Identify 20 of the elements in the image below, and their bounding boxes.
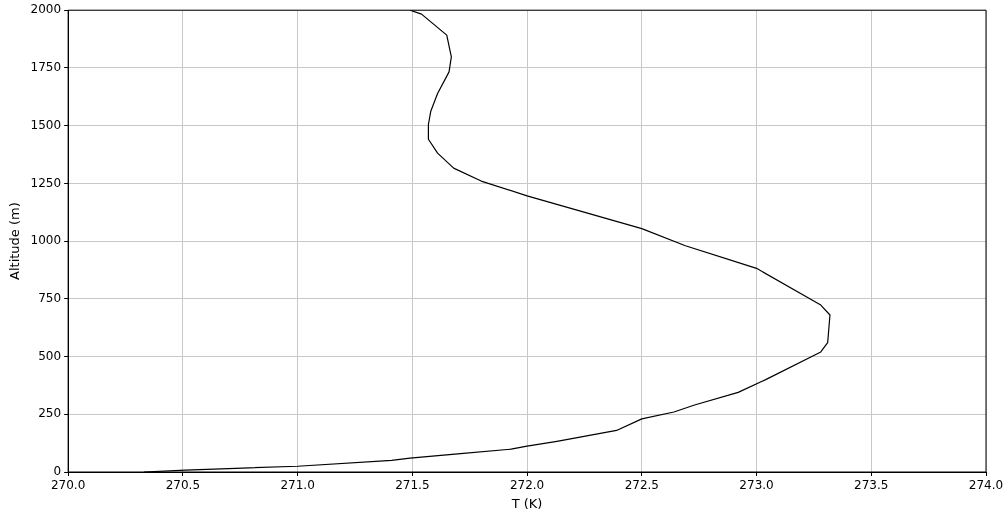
y-tick-label: 1750 (30, 60, 62, 75)
x-tick-label: 274.0 (968, 478, 1004, 493)
y-tick-label: 250 (38, 406, 62, 421)
x-tick-label: 273.5 (854, 478, 889, 493)
y-tick-label: 1250 (30, 175, 62, 190)
y-tick-label: 500 (38, 348, 62, 363)
x-tick-label: 271.0 (280, 478, 315, 493)
x-tick-label: 272.0 (509, 478, 545, 493)
y-tick-label: 1500 (30, 117, 62, 132)
y-tick-label: 750 (38, 290, 62, 305)
y-tick-label: 1000 (30, 233, 62, 248)
y-axis-title: Altitude (m) (7, 202, 23, 280)
y-tick-label: 2000 (30, 2, 62, 17)
x-tick-label: 273.0 (739, 478, 774, 493)
x-tick-label: 272.5 (624, 478, 659, 493)
x-tick-label: 270.5 (165, 478, 201, 493)
x-tick-label: 270.0 (50, 478, 86, 493)
x-axis-title: T (K) (510, 495, 543, 511)
x-tick-label: 271.5 (395, 478, 430, 493)
y-tick-label: 0 (53, 464, 62, 479)
